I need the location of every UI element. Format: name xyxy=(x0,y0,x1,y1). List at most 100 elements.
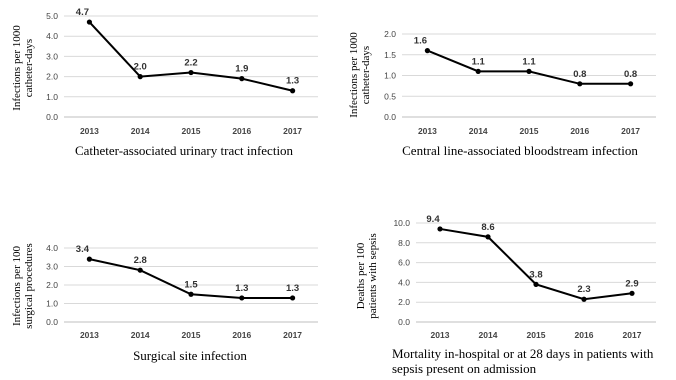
x-tick-label: 2015 xyxy=(527,330,546,340)
y-tick-label: 5.0 xyxy=(46,11,58,21)
data-label: 0.8 xyxy=(573,69,586,80)
data-label: 2.0 xyxy=(134,62,147,73)
x-tick-label: 2014 xyxy=(131,330,150,340)
y-tick-label: 0.5 xyxy=(384,91,396,101)
data-point xyxy=(581,296,587,302)
data-point xyxy=(485,234,491,240)
x-tick-label: 2016 xyxy=(232,126,251,136)
data-label: 1.9 xyxy=(235,64,248,75)
chart-caption-line: Catheter-associated urinary tract infect… xyxy=(75,143,294,158)
y-tick-label: 8.0 xyxy=(398,238,410,248)
y-tick-label: 1.5 xyxy=(384,50,396,60)
data-label: 3.8 xyxy=(529,269,542,280)
y-tick-label: 10.0 xyxy=(393,218,410,228)
x-tick-label: 2015 xyxy=(182,330,201,340)
x-tick-label: 2013 xyxy=(80,126,99,136)
series-line xyxy=(439,227,633,301)
y-axis-label: Infections per 100surgical procedures xyxy=(11,243,35,329)
chart-caption: Central line-associated bloodstream infe… xyxy=(402,143,638,158)
data-label: 0.8 xyxy=(624,69,637,80)
chart-caption-line: Central line-associated bloodstream infe… xyxy=(402,143,638,158)
y-axis-label-line: Infections per 1000 xyxy=(11,25,23,111)
data-point xyxy=(533,281,539,287)
x-tick-label: 2014 xyxy=(131,126,150,136)
data-label: 9.4 xyxy=(426,214,440,225)
y-tick-label: 1.0 xyxy=(384,71,396,81)
y-tick-label: 4.0 xyxy=(46,31,58,41)
y-axis-label-line: patients with sepsis xyxy=(367,233,379,319)
chart-panel-4: 0.0 2.0 4.0 6.0 8.0 10.0 2013 2014 2015 2016 2017 9… xyxy=(355,214,656,376)
chart-panel-1: 0.0 1.0 2.0 3.0 4.0 5.0 2013 2014 2015 2016 2017 4.… xyxy=(11,7,318,158)
data-point xyxy=(86,19,92,25)
data-label: 1.3 xyxy=(286,76,299,87)
data-point xyxy=(290,88,296,94)
chart-caption: Surgical site infection xyxy=(133,348,247,363)
x-tick-label: 2016 xyxy=(232,330,251,340)
data-point xyxy=(475,68,481,74)
x-tick-label: 2017 xyxy=(283,126,302,136)
x-tick-label: 2013 xyxy=(418,126,437,136)
y-axis-label-line: catheter-days xyxy=(23,39,35,97)
y-tick-label: 1.0 xyxy=(46,92,58,102)
y-tick-label: 6.0 xyxy=(398,258,410,268)
y-tick-label: 2.0 xyxy=(384,29,396,39)
data-point xyxy=(239,295,245,301)
chart-caption-line: Mortality in-hospital or at 28 days in p… xyxy=(392,346,654,361)
y-axis-label-line: catheter-days xyxy=(360,46,372,104)
data-label: 1.3 xyxy=(286,283,299,294)
y-tick-label: 1.0 xyxy=(46,299,58,309)
y-axis-label: Infections per 1000catheter-days xyxy=(11,25,35,111)
y-axis-label-line: surgical procedures xyxy=(23,243,35,329)
chart-caption: Mortality in-hospital or at 28 days in p… xyxy=(392,346,654,376)
x-tick-label: 2014 xyxy=(479,330,498,340)
chart-caption: Catheter-associated urinary tract infect… xyxy=(75,143,294,158)
y-tick-label: 2.0 xyxy=(46,72,58,82)
y-tick-label: 2.0 xyxy=(46,280,58,290)
data-point xyxy=(239,76,245,82)
y-tick-label: 0.0 xyxy=(46,317,58,327)
x-tick-label: 2016 xyxy=(575,330,594,340)
data-label: 1.3 xyxy=(235,283,248,294)
data-point xyxy=(437,226,443,232)
data-point xyxy=(188,291,194,297)
y-axis-label-line: Infections per 100 xyxy=(11,245,23,326)
x-tick-label: 2017 xyxy=(621,126,640,136)
x-tick-label: 2016 xyxy=(570,126,589,136)
data-point xyxy=(424,48,430,54)
data-label: 1.1 xyxy=(522,56,536,67)
chart-panel-3: 0.0 1.0 2.0 3.0 4.0 2013 2014 2015 2016 2017 3.4 2.… xyxy=(11,243,318,363)
y-tick-label: 2.0 xyxy=(398,297,410,307)
data-label: 8.6 xyxy=(481,222,494,233)
data-point xyxy=(577,81,583,87)
y-axis-label: Infections per 1000catheter-days xyxy=(348,32,372,118)
chart-caption-line: Surgical site infection xyxy=(133,348,247,363)
data-point xyxy=(137,74,143,80)
data-label: 2.3 xyxy=(577,284,590,295)
y-axis-label-line: Infections per 1000 xyxy=(348,32,360,118)
y-tick-label: 3.0 xyxy=(46,262,58,272)
data-label: 1.5 xyxy=(184,279,198,290)
data-point xyxy=(188,69,194,76)
data-label: 4.7 xyxy=(76,7,89,18)
x-tick-label: 2015 xyxy=(182,126,201,136)
x-tick-label: 2014 xyxy=(469,126,488,136)
data-point xyxy=(628,81,634,87)
data-label: 2.9 xyxy=(625,278,638,289)
data-point xyxy=(137,267,143,273)
y-tick-label: 0.0 xyxy=(384,112,396,122)
data-point xyxy=(629,290,635,296)
x-tick-label: 2013 xyxy=(431,330,450,340)
x-tick-label: 2017 xyxy=(623,330,642,340)
data-label: 3.4 xyxy=(76,244,90,255)
data-label: 1.1 xyxy=(472,56,486,67)
y-axis-label-line: Deaths per 100 xyxy=(355,242,367,309)
y-tick-label: 3.0 xyxy=(46,51,58,61)
x-tick-label: 2013 xyxy=(80,330,99,340)
data-point xyxy=(290,295,296,301)
data-label: 1.6 xyxy=(414,36,427,47)
y-tick-label: 4.0 xyxy=(46,243,58,253)
x-tick-label: 2017 xyxy=(283,330,302,340)
chart-panel-2: 0.0 0.5 1.0 1.5 2.0 2013 2014 2015 2016 2017 1.6 1.… xyxy=(348,29,656,158)
chart-caption-line: sepsis present on admission xyxy=(392,361,537,376)
